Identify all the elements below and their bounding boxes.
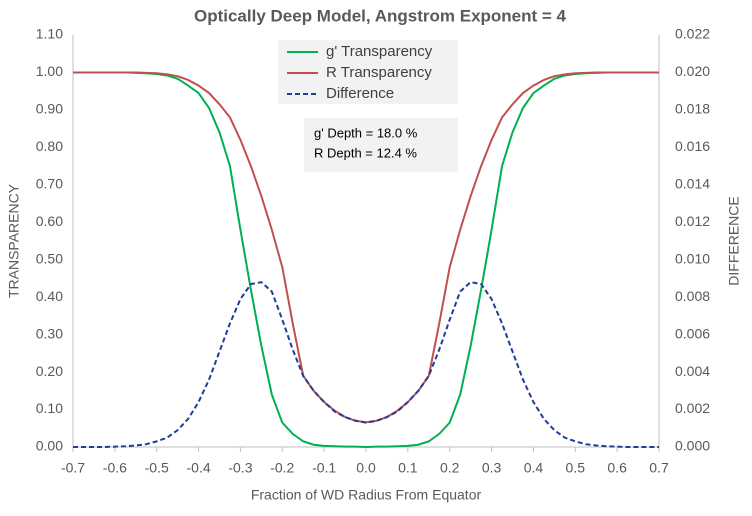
y2-tick-label: 0.014 (675, 176, 710, 192)
x-tick-label: 0.4 (524, 460, 544, 476)
y2-tick-label: 0.002 (675, 400, 710, 416)
x-tick-label: -0.3 (228, 460, 252, 476)
y-tick-label: 0.20 (36, 363, 63, 379)
x-tick-label: 0.1 (398, 460, 418, 476)
series-line (73, 71, 659, 449)
y-tick-label: 0.40 (36, 288, 63, 304)
annotation: g' Depth = 18.0 % (314, 125, 418, 140)
x-tick-label: 0.6 (607, 460, 627, 476)
x-tick-label: -0.4 (187, 460, 211, 476)
x-tick-label: 0.5 (566, 460, 586, 476)
y-tick-label: 0.70 (36, 176, 63, 192)
x-tick-label: -0.2 (270, 460, 294, 476)
x-tick-label: -0.5 (145, 460, 169, 476)
y2-tick-label: 0.018 (675, 101, 710, 117)
legend-label: R Transparency (326, 64, 432, 81)
annotation-box (304, 118, 458, 172)
y2-tick-label: 0.008 (675, 288, 710, 304)
annotation: R Depth = 12.4 % (314, 145, 417, 160)
y2-tick-label: 0.020 (675, 63, 710, 79)
x-tick-label: 0.0 (356, 460, 376, 476)
y-tick-label: 0.80 (36, 138, 63, 154)
y2-tick-label: 0.004 (675, 363, 710, 379)
x-tick-label: -0.7 (61, 460, 85, 476)
x-tick-label: -0.1 (312, 460, 336, 476)
y-tick-label: 1.00 (36, 63, 63, 79)
legend-label: Difference (326, 85, 394, 102)
y2-tick-label: 0.006 (675, 325, 710, 341)
y-tick-label: 0.30 (36, 325, 63, 341)
x-axis-label: Fraction of WD Radius From Equator (251, 487, 482, 503)
legend-label: g' Transparency (326, 43, 433, 60)
y2-tick-label: 0.010 (675, 250, 710, 266)
x-tick-label: -0.6 (103, 460, 127, 476)
chart-title: Optically Deep Model, Angstrom Exponent … (194, 6, 567, 25)
y2-tick-label: 0.012 (675, 213, 710, 229)
series-line (73, 281, 659, 448)
y-axis-label: TRANSPARENCY (6, 183, 22, 298)
y-tick-label: 0.00 (36, 438, 63, 454)
y-tick-label: 1.10 (36, 26, 63, 42)
y-tick-label: 0.60 (36, 213, 63, 229)
y2-axis-label: DIFFERENCE (726, 196, 742, 285)
y-tick-label: 0.10 (36, 400, 63, 416)
x-tick-label: 0.7 (649, 460, 669, 476)
y-tick-label: 0.50 (36, 250, 63, 266)
x-tick-label: 0.3 (482, 460, 502, 476)
x-tick-label: 0.2 (440, 460, 460, 476)
y2-tick-label: 0.000 (675, 438, 710, 454)
y-tick-label: 0.90 (36, 101, 63, 117)
y2-tick-label: 0.022 (675, 26, 710, 42)
y2-tick-label: 0.016 (675, 138, 710, 154)
